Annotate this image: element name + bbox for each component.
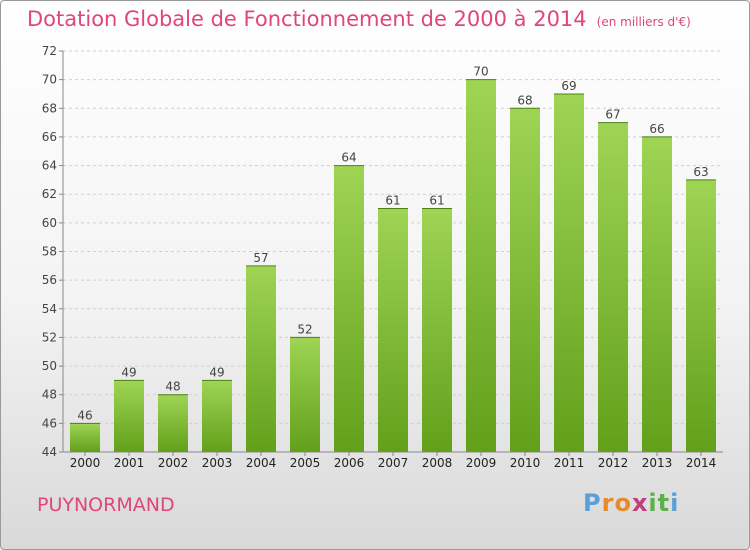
x-tick-label: 2000 <box>70 456 101 470</box>
y-tick-label: 50 <box>42 359 57 373</box>
data-label: 49 <box>121 365 136 379</box>
x-tick-label: 2002 <box>158 456 189 470</box>
bar <box>466 79 496 453</box>
x-tick-label: 2009 <box>466 456 497 470</box>
x-tick-label: 2006 <box>334 456 365 470</box>
x-tick-label: 2005 <box>290 456 321 470</box>
logo-letter: i <box>670 489 680 517</box>
unit-label: (en milliers d'€) <box>596 15 691 29</box>
y-tick-label: 48 <box>42 388 57 402</box>
y-tick-label: 44 <box>42 445 57 459</box>
data-label: 61 <box>429 194 444 208</box>
chart-title-text: Dotation Globale de Fonctionnement de 20… <box>27 7 587 31</box>
x-tick-label: 2003 <box>202 456 233 470</box>
proxiti-logo: Proxiti <box>583 489 679 517</box>
data-label: 68 <box>517 93 532 107</box>
bar <box>422 208 452 452</box>
y-tick-label: 60 <box>42 216 57 230</box>
data-label: 49 <box>209 365 224 379</box>
commune-name: PUYNORMAND <box>37 494 175 516</box>
y-tick-label: 52 <box>42 330 57 344</box>
y-tick-label: 66 <box>42 130 57 144</box>
y-tick-label: 62 <box>42 187 57 201</box>
x-tick-label: 2004 <box>246 456 277 470</box>
bar <box>158 394 188 452</box>
logo-letter: r <box>601 489 615 517</box>
bar <box>686 179 716 452</box>
bar <box>70 423 100 452</box>
y-tick-label: 72 <box>42 44 57 58</box>
x-tick-label: 2012 <box>598 456 629 470</box>
y-tick-label: 46 <box>42 416 57 430</box>
x-tick-label: 2008 <box>422 456 453 470</box>
x-tick-label: 2014 <box>686 456 717 470</box>
data-label: 67 <box>605 108 620 122</box>
bar <box>554 93 584 452</box>
chart-title: Dotation Globale de Fonctionnement de 20… <box>27 7 691 31</box>
y-tick-label: 64 <box>42 159 57 173</box>
y-tick-label: 54 <box>42 302 57 316</box>
bar <box>642 136 672 452</box>
bar <box>334 165 364 453</box>
x-tick-label: 2013 <box>642 456 673 470</box>
bar <box>114 380 144 452</box>
data-label: 52 <box>297 322 312 336</box>
data-label: 61 <box>385 194 400 208</box>
logo-letter: t <box>657 489 671 517</box>
logo-letter: x <box>631 489 649 517</box>
y-tick-label: 56 <box>42 273 57 287</box>
logo-letter: i <box>648 489 658 517</box>
bar <box>290 337 320 452</box>
data-label: 46 <box>77 408 92 422</box>
logo-letter: o <box>614 489 632 517</box>
data-label: 66 <box>649 122 664 136</box>
x-tick-label: 2007 <box>378 456 409 470</box>
bar <box>246 265 276 452</box>
bar <box>202 380 232 452</box>
data-label: 63 <box>693 165 708 179</box>
data-label: 70 <box>473 65 488 79</box>
logo-letter: P <box>583 489 602 517</box>
data-label: 57 <box>253 251 268 265</box>
y-tick-label: 70 <box>42 73 57 87</box>
x-tick-label: 2011 <box>554 456 585 470</box>
data-label: 64 <box>341 151 356 165</box>
data-label: 69 <box>561 79 576 93</box>
x-tick-label: 2010 <box>510 456 541 470</box>
bar <box>598 122 628 452</box>
bar <box>378 208 408 452</box>
bar <box>510 108 540 453</box>
x-tick-label: 2001 <box>114 456 145 470</box>
y-tick-label: 68 <box>42 101 57 115</box>
y-tick-label: 58 <box>42 245 57 259</box>
data-label: 48 <box>165 380 180 394</box>
